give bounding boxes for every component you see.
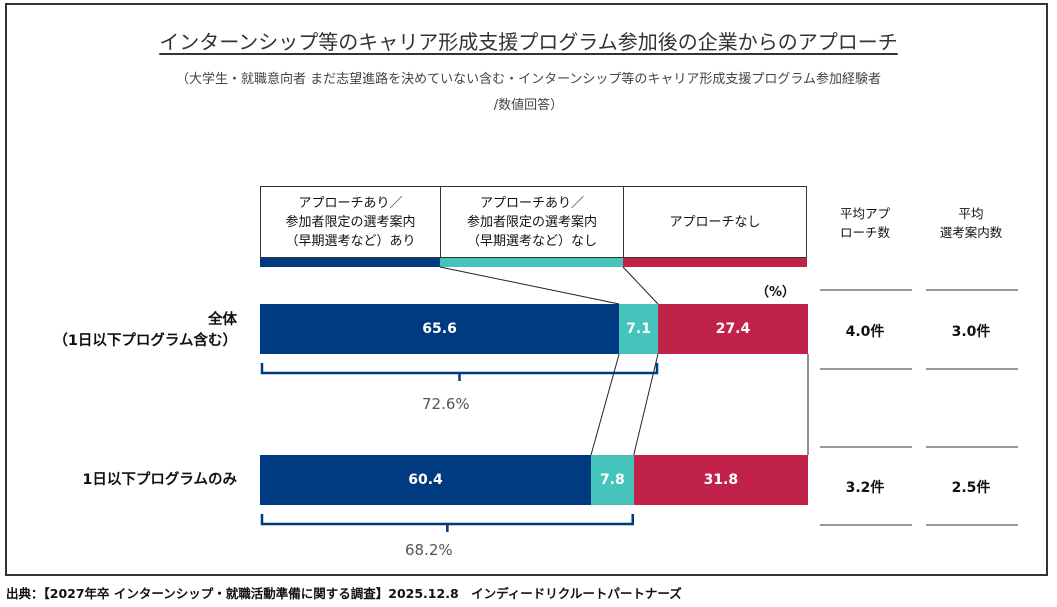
bar-segment-row1-series0: 60.4 — [260, 455, 591, 505]
chart-title: インターンシップ等のキャリア形成支援プログラム参加後の企業からのアプローチ — [159, 30, 898, 54]
bar-segment-row1-series2: 31.8 — [633, 455, 808, 505]
legend-box-no-approach: アプローチなし — [623, 186, 807, 258]
connector-line — [622, 266, 659, 305]
row-label-one-day-only: 1日以下プログラムのみ — [82, 472, 237, 488]
divider-line — [926, 446, 1018, 448]
chart-subtitle-line2: /数値回答） — [493, 98, 564, 113]
row-label-all: 全体 （1日以下プログラム含む） — [53, 312, 237, 349]
connector-line — [633, 353, 659, 456]
avg-approach-one-day-only: 3.2件 — [845, 480, 885, 496]
bracket-row0 — [260, 363, 659, 381]
legend-swatch-approach-with-selection — [260, 258, 441, 267]
connector-line — [590, 353, 620, 456]
chart-subtitle-line1: （大学生・就職意向者 まだ志望進路を決めていない含む・インターンシップ等のキャリ… — [175, 72, 882, 87]
legend-swatch-approach-without-selection — [440, 258, 624, 267]
legend-box-approach-with-selection: アプローチあり／ 参加者限定の選考案内 （早期選考など）あり — [260, 186, 441, 258]
bar-value-label: 7.1 — [626, 321, 651, 337]
bar-value-label: 65.6 — [422, 321, 457, 337]
bracket-row1 — [260, 514, 634, 532]
divider-line — [820, 446, 912, 448]
avg-selection-all: 3.0件 — [951, 324, 991, 340]
divider-line — [926, 524, 1018, 526]
bar-segment-row0-series1: 7.1 — [619, 304, 658, 354]
bar-value-label: 31.8 — [703, 472, 739, 488]
bar-value-label: 60.4 — [408, 472, 443, 488]
avg-approach-all: 4.0件 — [845, 324, 885, 340]
bracket-total-one-day-only: 68.2% — [405, 541, 453, 559]
legend-box-approach-without-selection: アプローチあり／ 参加者限定の選考案内 （早期選考など）なし — [440, 186, 624, 258]
bar-value-label: 27.4 — [715, 321, 751, 337]
unit-label: （%） — [756, 285, 796, 300]
divider-line — [820, 368, 912, 370]
col-header-avg-approach: 平均アプ ローチ数 — [839, 206, 890, 240]
bar-segment-row1-series1: 7.8 — [590, 455, 634, 505]
bar-value-label: 7.8 — [599, 472, 625, 488]
divider-line — [926, 368, 1018, 370]
col-header-avg-selection: 平均 選考案内数 — [939, 206, 1003, 240]
divider-line — [820, 289, 912, 291]
connector-line — [439, 266, 620, 305]
source-footer: 出典：【2027年卒 インターンシップ・就職活動準備に関する調査】2025.12… — [6, 586, 682, 601]
legend-swatch-no-approach — [623, 258, 807, 267]
bracket-total-all: 72.6% — [422, 395, 470, 413]
divider-line — [926, 289, 1018, 291]
avg-selection-one-day-only: 2.5件 — [951, 480, 991, 496]
bar-segment-row0-series2: 27.4 — [657, 304, 808, 354]
divider-line — [820, 524, 912, 526]
bar-segment-row0-series0: 65.6 — [260, 304, 620, 354]
